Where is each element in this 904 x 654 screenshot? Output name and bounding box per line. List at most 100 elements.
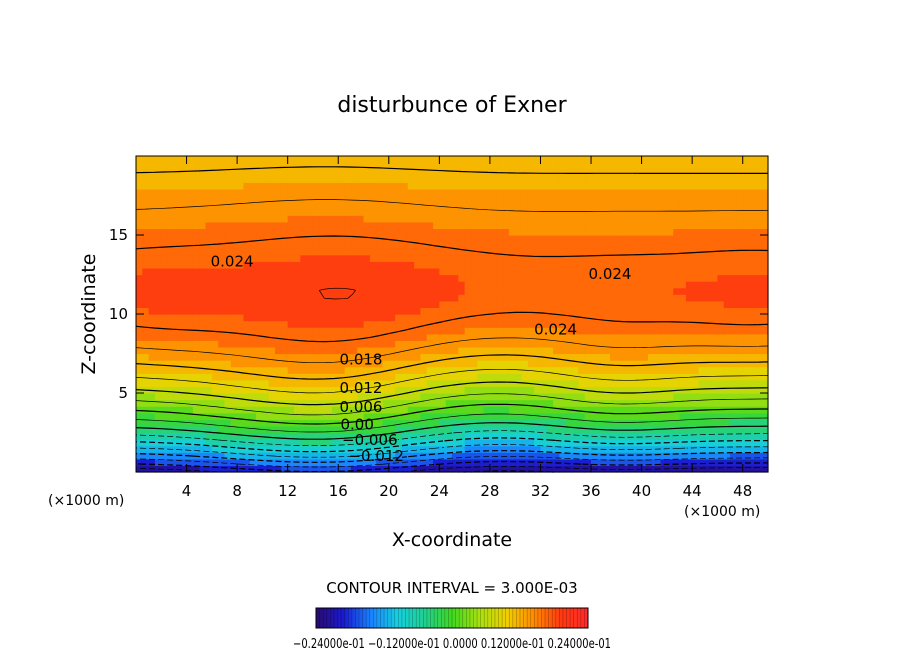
field-cell (136, 241, 143, 249)
field-cell (439, 445, 447, 453)
field-cell (515, 215, 523, 223)
field-cell (711, 202, 719, 210)
field-cell (192, 346, 200, 355)
field-cell (572, 235, 579, 243)
field-cell (458, 254, 466, 262)
field-cell (287, 406, 295, 414)
field-cell (489, 221, 497, 230)
field-cell (540, 366, 548, 374)
field-cell (281, 261, 289, 269)
field-cell (243, 267, 251, 276)
field-cell (433, 320, 440, 328)
field-cell (243, 162, 251, 170)
field-cell (382, 419, 390, 427)
field-cell (369, 208, 377, 216)
field-cell (426, 156, 434, 164)
field-cell (540, 221, 548, 230)
field-cell (559, 228, 567, 236)
field-cell (622, 373, 630, 381)
field-cell (616, 340, 624, 348)
field-cell (426, 267, 434, 276)
field-cell (704, 202, 712, 210)
field-cell (218, 314, 226, 322)
field-cell (654, 195, 662, 203)
field-cell (167, 169, 175, 177)
field-cell (344, 162, 352, 170)
field-cell (180, 360, 188, 368)
field-cell (312, 346, 320, 355)
field-cell (546, 248, 554, 256)
field-cell (382, 432, 390, 440)
field-cell (616, 353, 624, 361)
field-cell (319, 294, 327, 302)
field-cell (527, 386, 535, 394)
field-cell (717, 399, 725, 407)
field-cell (572, 162, 579, 170)
field-cell (749, 169, 756, 177)
field-cell (723, 300, 731, 309)
field-cell (730, 307, 737, 315)
field-cell (622, 202, 630, 210)
field-cell (192, 294, 200, 302)
field-cell (755, 465, 763, 473)
field-cell (275, 393, 282, 401)
field-cell (218, 274, 226, 282)
field-cell (591, 235, 598, 243)
field-cell (572, 314, 579, 322)
field-cell (407, 202, 415, 210)
field-cell (470, 261, 478, 269)
field-cell (395, 300, 403, 309)
field-cell (325, 202, 333, 210)
field-cell (647, 412, 655, 420)
field-cell (736, 274, 744, 282)
field-cell (736, 432, 744, 440)
field-cell (572, 452, 579, 460)
field-cell (489, 294, 497, 302)
field-cell (211, 320, 219, 328)
field-cell (136, 254, 143, 262)
field-cell (559, 445, 567, 453)
field-cell (237, 353, 245, 361)
field-cell (546, 386, 554, 394)
field-cell (553, 228, 561, 236)
field-cell (268, 360, 276, 368)
field-cell (704, 333, 712, 341)
field-cell (692, 294, 700, 302)
field-cell (199, 386, 207, 394)
field-cell (565, 202, 573, 210)
field-cell (426, 182, 434, 190)
field-cell (628, 379, 636, 388)
field-cell (205, 182, 213, 190)
field-cell (584, 386, 592, 394)
field-cell (262, 439, 270, 447)
field-cell (344, 327, 352, 335)
field-cell (711, 386, 719, 394)
field-cell (692, 327, 700, 335)
field-cell (635, 439, 643, 447)
field-cell (306, 386, 314, 394)
field-cell (698, 241, 706, 249)
field-cell (256, 458, 263, 467)
field-cell (692, 202, 700, 210)
field-cell (755, 274, 763, 282)
field-cell (433, 399, 440, 407)
field-cell (584, 156, 592, 164)
field-cell (350, 314, 358, 322)
field-cell (205, 156, 213, 164)
field-cell (192, 314, 200, 322)
field-cell (761, 221, 769, 230)
field-cell (256, 360, 263, 368)
field-cell (584, 221, 592, 230)
field-cell (616, 215, 624, 223)
field-cell (199, 333, 207, 341)
field-cell (388, 287, 396, 295)
field-cell (192, 465, 200, 473)
field-cell (673, 182, 681, 190)
field-cell (755, 346, 763, 355)
field-cell (268, 261, 276, 269)
field-cell (711, 340, 719, 348)
field-cell (616, 267, 624, 276)
field-cell (704, 287, 712, 295)
field-cell (243, 195, 251, 203)
field-cell (407, 307, 415, 315)
